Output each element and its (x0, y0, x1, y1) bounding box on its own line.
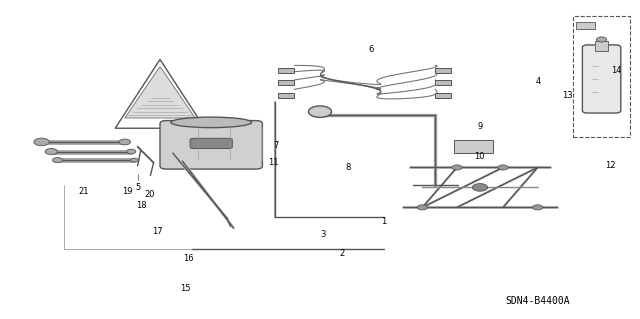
Bar (435, 80, 451, 85)
Circle shape (596, 37, 607, 42)
Text: 7: 7 (273, 141, 278, 150)
Bar (454, 140, 493, 153)
Circle shape (472, 184, 488, 191)
Circle shape (34, 138, 49, 146)
Text: 4: 4 (536, 77, 541, 86)
Text: 2: 2 (340, 249, 345, 258)
FancyBboxPatch shape (160, 121, 262, 169)
Text: 1: 1 (381, 217, 386, 226)
Circle shape (119, 139, 131, 145)
Text: 10: 10 (474, 152, 484, 161)
Bar (278, 93, 294, 98)
Circle shape (52, 158, 63, 163)
Bar (576, 22, 595, 29)
Text: 12: 12 (605, 161, 615, 170)
Text: 18: 18 (136, 201, 147, 210)
Circle shape (417, 205, 428, 210)
Text: SDN4-B4400A: SDN4-B4400A (506, 296, 570, 306)
Bar (573, 16, 630, 137)
Text: 8: 8 (346, 163, 351, 172)
Circle shape (127, 149, 136, 154)
Ellipse shape (171, 117, 252, 128)
Text: 16: 16 (184, 254, 194, 263)
Text: 14: 14 (611, 66, 621, 75)
Bar (278, 68, 294, 73)
Circle shape (498, 165, 508, 170)
Text: 6: 6 (369, 45, 374, 54)
Text: 13: 13 (562, 91, 573, 100)
Circle shape (45, 148, 58, 155)
FancyBboxPatch shape (190, 138, 232, 149)
Polygon shape (125, 66, 195, 118)
FancyBboxPatch shape (582, 45, 621, 113)
Bar (595, 41, 608, 51)
Text: 3: 3 (321, 230, 326, 239)
Circle shape (131, 158, 138, 162)
Circle shape (532, 205, 543, 210)
Circle shape (452, 165, 462, 170)
Bar (278, 80, 294, 85)
Text: 21: 21 (78, 187, 88, 196)
Bar (435, 93, 451, 98)
Text: 9: 9 (477, 122, 483, 131)
Bar (435, 68, 451, 73)
Text: 17: 17 (152, 227, 163, 236)
Text: 15: 15 (180, 284, 191, 293)
Text: 19: 19 (122, 187, 132, 196)
Text: 11: 11 (268, 158, 278, 167)
Text: 20: 20 (144, 190, 154, 199)
Text: 5: 5 (135, 183, 140, 192)
Circle shape (308, 106, 332, 117)
